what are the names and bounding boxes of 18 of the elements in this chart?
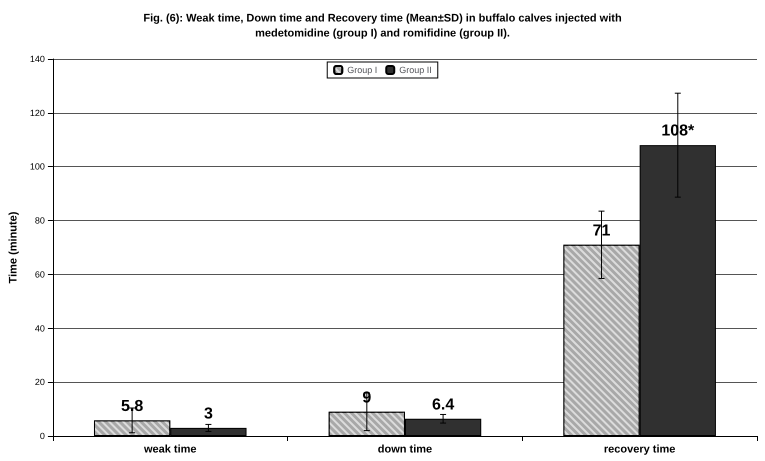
y-tick-label: 40 [34,323,45,334]
x-tick-label: recovery time [604,444,676,456]
y-tick-label: 100 [30,162,45,172]
data-label: 5.8 [121,398,144,415]
chart-title: Fig. (6): Weak time, Down time and Recovery time (Mean±SD) in buffalo calves injected with medetomidine (group I) and romifidine (group II). [143,12,622,40]
legend-label: Group I [347,65,378,75]
y-tick-label: 120 [30,108,45,118]
y-tick-label: 80 [34,216,45,226]
data-label: 3 [204,405,213,422]
data-label: 6.4 [432,396,454,414]
y-tick-label: 0 [40,431,45,441]
x-tick-label: weak time [142,444,197,456]
legend-label: Group II [399,65,432,75]
y-axis-title: Time (minute) [8,211,20,284]
y-tick-label: 140 [30,54,45,64]
y-tick-label: 20 [34,377,45,388]
x-tick-label: down time [378,444,432,456]
y-tick-label: 60 [34,269,45,280]
